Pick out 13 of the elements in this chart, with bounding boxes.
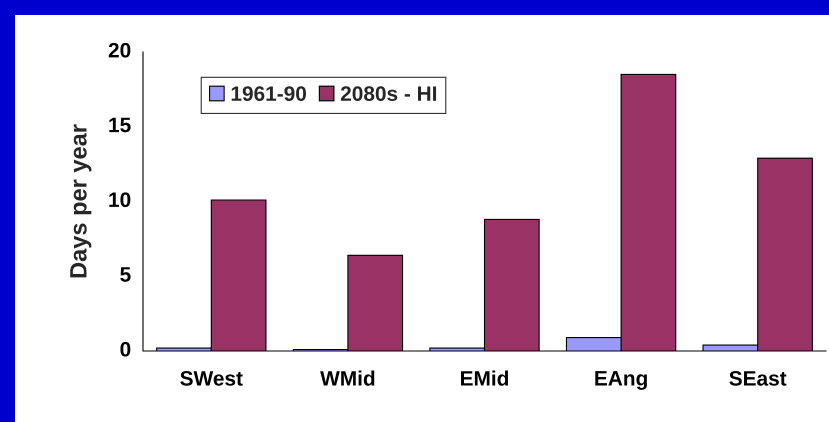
y-tick-label: 0 (120, 342, 130, 357)
y-tick-label: 10 (109, 192, 130, 208)
x-tick-label: SEast (729, 370, 786, 386)
x-tick-label: WMid (320, 370, 374, 386)
x-tick-label: SWest (180, 370, 243, 386)
legend-label: 2080s - HI (340, 86, 436, 102)
x-tick-label: EAng (595, 371, 647, 390)
y-tick-label: 5 (120, 267, 131, 282)
y-axis-title: Days per year (70, 124, 92, 278)
legend-label: 1961-90 (232, 86, 306, 102)
y-tick-label: 20 (108, 42, 130, 58)
y-tick-label: 15 (109, 118, 131, 132)
x-tick-label: EMid (461, 370, 508, 386)
